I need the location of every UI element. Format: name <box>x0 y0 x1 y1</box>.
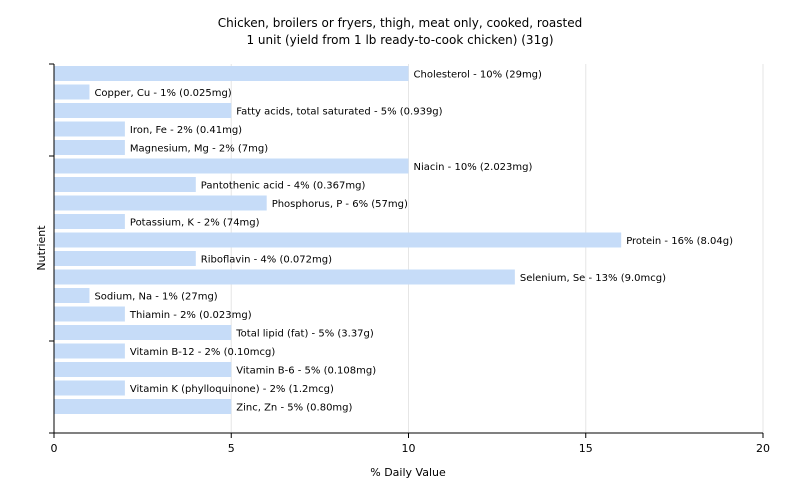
chart-subtitle: 1 unit (yield from 1 lb ready-to-cook ch… <box>246 33 553 47</box>
bar-labels: Cholesterol - 10% (29mg) Copper, Cu - 1% … <box>94 70 733 414</box>
bar-label-14: Total lipid (fat) - 5% (3.37g) <box>235 329 374 340</box>
bar-0 <box>54 66 409 81</box>
bar-17 <box>54 380 125 396</box>
bars <box>54 66 622 414</box>
x-tick-label-2: 10 <box>402 442 416 455</box>
bar-2 <box>54 103 232 118</box>
bar-label-1: Copper, Cu - 1% (0.025mg) <box>94 88 231 99</box>
bar-1 <box>54 84 90 100</box>
bar-label-4: Magnesium, Mg - 2% (7mg) <box>130 144 268 155</box>
bar-label-0: Cholesterol - 10% (29mg) <box>414 70 543 81</box>
bar-3 <box>54 121 125 137</box>
bar-11 <box>54 269 515 285</box>
bar-label-17: Vitamin K (phylloquinone) - 2% (1.2mcg) <box>130 384 334 395</box>
chart-title: Chicken, broilers or fryers, thigh, meat… <box>218 16 583 30</box>
bar-18 <box>54 399 232 414</box>
bar-label-7: Phosphorus, P - 6% (57mg) <box>272 199 408 210</box>
x-tick-label-0: 0 <box>51 442 58 455</box>
bar-label-18: Zinc, Zn - 5% (0.80mg) <box>236 403 352 414</box>
y-axis-label: Nutrient <box>35 225 48 271</box>
bar-label-8: Potassium, K - 2% (74mg) <box>130 218 260 229</box>
axes: 0 5 10 15 20 <box>49 63 770 455</box>
bar-14 <box>54 325 232 340</box>
x-axis-label: % Daily Value <box>370 466 446 479</box>
bar-label-10: Riboflavin - 4% (0.072mg) <box>201 255 332 266</box>
bar-label-13: Thiamin - 2% (0.023mg) <box>129 310 252 321</box>
bar-15 <box>54 343 125 359</box>
x-tick-label-4: 20 <box>756 442 770 455</box>
bar-label-15: Vitamin B-12 - 2% (0.10mcg) <box>130 347 275 358</box>
bar-label-6: Pantothenic acid - 4% (0.367mg) <box>201 181 366 192</box>
x-tick-label-3: 15 <box>579 442 593 455</box>
bar-4 <box>54 140 125 155</box>
bar-label-5: Niacin - 10% (2.023mg) <box>414 162 533 173</box>
x-tick-label-1: 5 <box>228 442 235 455</box>
bar-label-11: Selenium, Se - 13% (9.0mcg) <box>520 273 666 284</box>
bar-label-9: Protein - 16% (8.04g) <box>626 236 733 247</box>
bar-7 <box>54 195 267 211</box>
grid-lines <box>230 64 764 433</box>
bar-10 <box>54 251 196 266</box>
bar-13 <box>54 306 125 322</box>
bar-16 <box>54 362 232 377</box>
bar-5 <box>54 158 409 174</box>
bar-9 <box>54 232 622 248</box>
bar-8 <box>54 214 125 229</box>
bar-label-2: Fatty acids, total saturated - 5% (0.939… <box>236 107 442 118</box>
bar-label-3: Iron, Fe - 2% (0.41mg) <box>130 125 242 136</box>
bar-12 <box>54 288 90 303</box>
bar-label-16: Vitamin B-6 - 5% (0.108mg) <box>236 366 376 377</box>
bar-label-12: Sodium, Na - 1% (27mg) <box>94 292 217 303</box>
bar-6 <box>54 177 196 192</box>
